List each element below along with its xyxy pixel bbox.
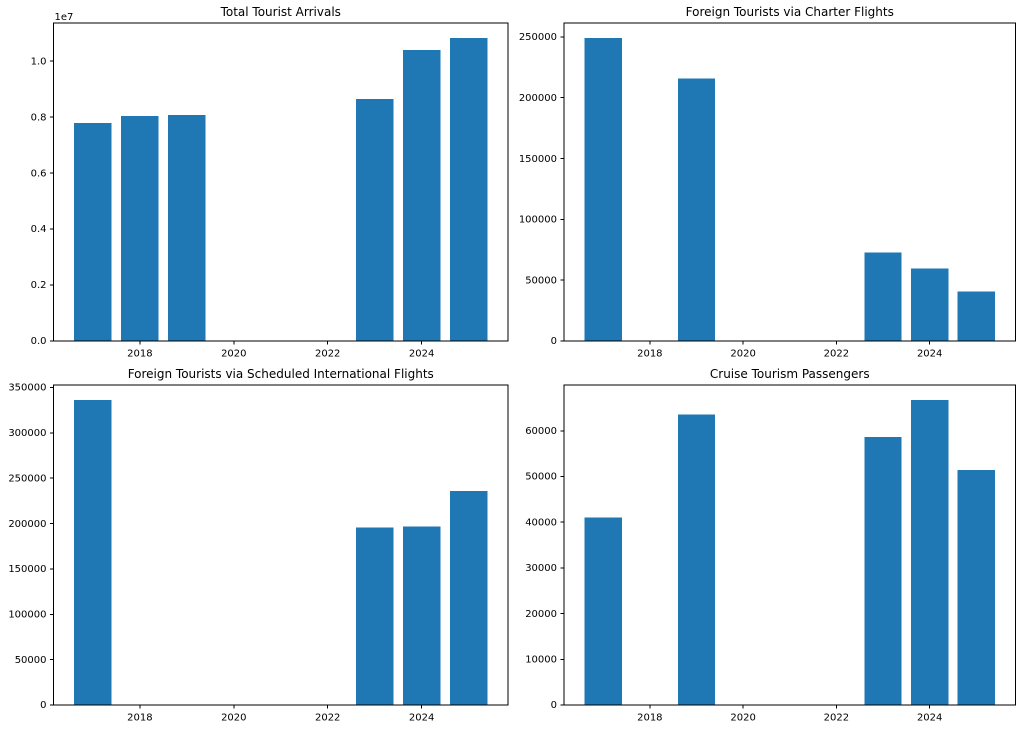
bar-cruise-passengers-2017 <box>584 517 622 705</box>
x-tick-label: 2022 <box>315 349 340 360</box>
x-tick-label: 2018 <box>637 349 662 360</box>
bar-charter-flights-2017 <box>584 38 622 341</box>
axes-frame <box>53 384 509 706</box>
bar-charter-flights-2019 <box>677 78 716 341</box>
bar-total-tourist-arrivals-2024 <box>402 49 441 342</box>
bar-cruise-passengers-2024 <box>911 400 949 705</box>
y-tick-label: 100000 <box>8 609 46 620</box>
y-tick-label: 0.4 <box>31 224 47 235</box>
bar-total-tourist-arrivals-2018 <box>121 116 159 342</box>
axes-frame <box>563 384 1016 706</box>
x-tick-label: 2022 <box>824 713 849 724</box>
bar-charter-flights-2025 <box>957 291 995 341</box>
y-tick-label: 30000 <box>525 563 557 574</box>
bar-cruise-passengers-2019 <box>677 414 716 705</box>
x-tick-label: 2022 <box>315 713 340 724</box>
bar-total-tourist-arrivals-2019 <box>168 115 206 342</box>
y-tick-label: 60000 <box>525 426 557 437</box>
x-tick-label: 2024 <box>917 713 942 724</box>
x-tick-label: 2024 <box>409 349 434 360</box>
y-tick-label: 150000 <box>519 154 557 165</box>
x-tick-label: 2020 <box>730 349 755 360</box>
y-tick-label: 100000 <box>519 215 557 226</box>
x-tick-label: 2024 <box>917 349 942 360</box>
axes-frame <box>53 22 509 342</box>
y-tick-label: 250000 <box>8 473 46 484</box>
y-tick-label: 200000 <box>8 519 46 530</box>
chart-title-scheduled-international-flights: Foreign Tourists via Scheduled Internati… <box>128 367 434 381</box>
chart-title-cruise-passengers: Cruise Tourism Passengers <box>710 367 870 381</box>
bar-scheduled-international-flights-2024 <box>402 526 441 705</box>
bar-charter-flights-2024 <box>911 268 949 341</box>
y-tick-label: 350000 <box>8 383 46 394</box>
bar-total-tourist-arrivals-2017 <box>74 123 112 341</box>
axes-frame <box>563 22 1016 342</box>
x-tick-label: 2018 <box>127 349 152 360</box>
y-tick-label: 50000 <box>15 655 47 666</box>
y-tick-label: 20000 <box>525 609 557 620</box>
x-tick-label: 2018 <box>637 713 662 724</box>
y-tick-label: 0.8 <box>31 112 47 123</box>
y-tick-label: 0.6 <box>31 168 47 179</box>
bar-total-tourist-arrivals-2025 <box>449 38 488 341</box>
bar-scheduled-international-flights-2017 <box>74 400 112 705</box>
bar-charter-flights-2023 <box>864 252 902 341</box>
bar-scheduled-international-flights-2023 <box>355 527 394 705</box>
y-tick-label: 300000 <box>8 428 46 439</box>
x-tick-label: 2020 <box>221 713 246 724</box>
y-tick-label: 50000 <box>525 472 557 483</box>
y-tick-label: 0 <box>551 336 557 347</box>
x-tick-label: 2020 <box>221 349 246 360</box>
y-axis-offset-label: 1e7 <box>55 12 74 23</box>
y-tick-label: 0.0 <box>31 336 47 347</box>
bar-total-tourist-arrivals-2023 <box>355 99 394 341</box>
bar-scheduled-international-flights-2025 <box>449 490 488 705</box>
x-tick-label: 2020 <box>730 713 755 724</box>
x-tick-label: 2018 <box>127 713 152 724</box>
y-tick-label: 250000 <box>519 32 557 43</box>
y-tick-label: 1.0 <box>31 56 47 67</box>
y-tick-label: 10000 <box>525 655 557 666</box>
chart-title-total-tourist-arrivals: Total Tourist Arrivals <box>220 5 341 19</box>
subplot-total-tourist-arrivals: 2018 2020 2022 2024 0.0 0.2 0.4 0.6 0.8 1.0 1e7 Tot… <box>31 5 509 360</box>
y-tick-label: 40000 <box>525 517 557 528</box>
y-tick-label: 150000 <box>8 564 46 575</box>
y-tick-label: 0 <box>551 700 557 711</box>
y-tick-label: 0 <box>40 700 46 711</box>
subplot-cruise-passengers: 2018 2020 2022 2024 0 10000 20000 30000 40000 500… <box>525 367 1016 724</box>
subplot-charter-flights: 2018 2020 2022 2024 0 50000 100000 150000 200000… <box>519 5 1016 360</box>
chart-title-charter-flights: Foreign Tourists via Charter Flights <box>686 5 894 19</box>
x-tick-label: 2022 <box>824 349 849 360</box>
bar-cruise-passengers-2025 <box>957 470 995 705</box>
x-tick-label: 2024 <box>409 713 434 724</box>
y-tick-label: 0.2 <box>31 280 47 291</box>
bar-cruise-passengers-2023 <box>864 436 902 705</box>
subplot-scheduled-international-flights: 2018 2020 2022 2024 0 50000 100000 150000 200000… <box>8 367 509 724</box>
y-tick-label: 50000 <box>525 275 557 286</box>
y-tick-label: 200000 <box>519 93 557 104</box>
